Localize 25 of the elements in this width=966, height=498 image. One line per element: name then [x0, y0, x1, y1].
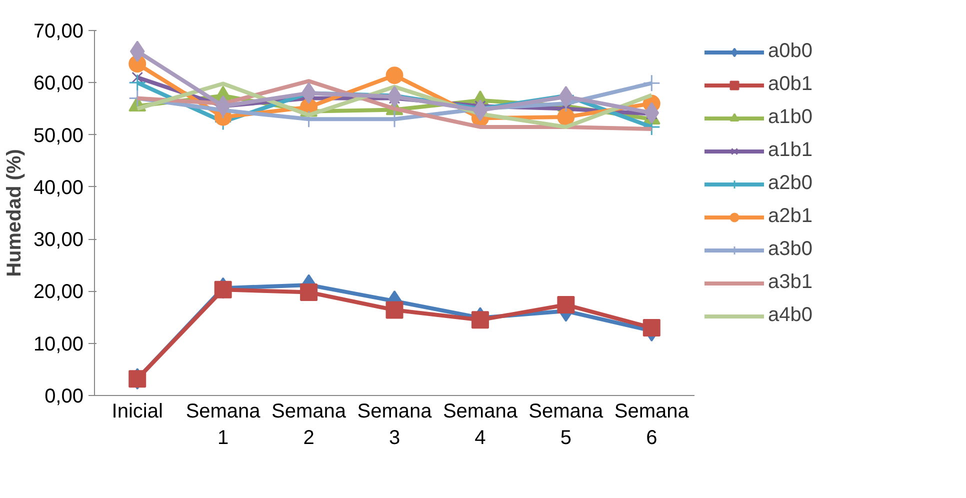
- legend-label: a2b1: [768, 205, 812, 228]
- y-tick-label: 40,00: [33, 176, 84, 199]
- legend-label: a0b0: [768, 40, 812, 63]
- legend-label: a3b0: [768, 238, 812, 261]
- y-tick-label: 30,00: [33, 229, 84, 252]
- legend-label: a4b0: [768, 304, 812, 327]
- x-tick-label: Semana 5: [528, 400, 604, 449]
- x-tick-label: Semana 6: [614, 400, 690, 449]
- x-tick-label: Semana 1: [186, 400, 262, 449]
- y-tick-label: 20,00: [33, 281, 84, 304]
- legend-label: a1b1: [768, 139, 812, 162]
- legend-label: a2b0: [768, 172, 812, 195]
- x-tick-label: Inicial: [112, 400, 163, 422]
- y-axis-title: Humedad (%): [3, 149, 26, 277]
- y-tick-label: 0,00: [44, 386, 84, 408]
- legend-label: a0b1: [768, 73, 812, 96]
- x-tick-label: Semana 2: [272, 400, 347, 449]
- legend-label: a3b1: [768, 271, 812, 294]
- y-tick-label: 10,00: [33, 333, 84, 356]
- y-tick-label: 50,00: [33, 124, 84, 147]
- y-tick-label: 70,00: [33, 20, 84, 42]
- x-tick-label: Semana 3: [357, 400, 433, 449]
- x-tick-label: Semana 4: [442, 400, 518, 449]
- legend-label: a1b0: [768, 106, 812, 129]
- y-tick-label: 60,00: [33, 72, 84, 95]
